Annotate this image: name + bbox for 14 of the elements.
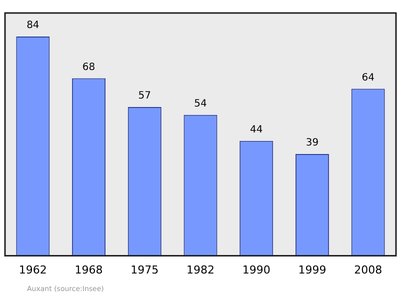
x-tick-label: 1999	[298, 263, 326, 276]
data-label: 64	[362, 72, 374, 84]
data-label: 57	[138, 90, 152, 102]
x-tick-label: 1962	[18, 263, 47, 276]
x-tick-label: 1982	[186, 263, 214, 276]
x-tick-label: 2008	[354, 263, 382, 276]
data-label: 84	[26, 20, 40, 32]
data-label: 44	[250, 124, 263, 136]
x-tick-label: 1990	[242, 263, 270, 276]
data-label: 39	[306, 138, 319, 149]
data-label: 54	[194, 98, 207, 110]
x-tick-label: 1975	[130, 263, 159, 276]
data-label: 68	[82, 62, 96, 73]
x-tick-label: 1968	[74, 263, 103, 276]
